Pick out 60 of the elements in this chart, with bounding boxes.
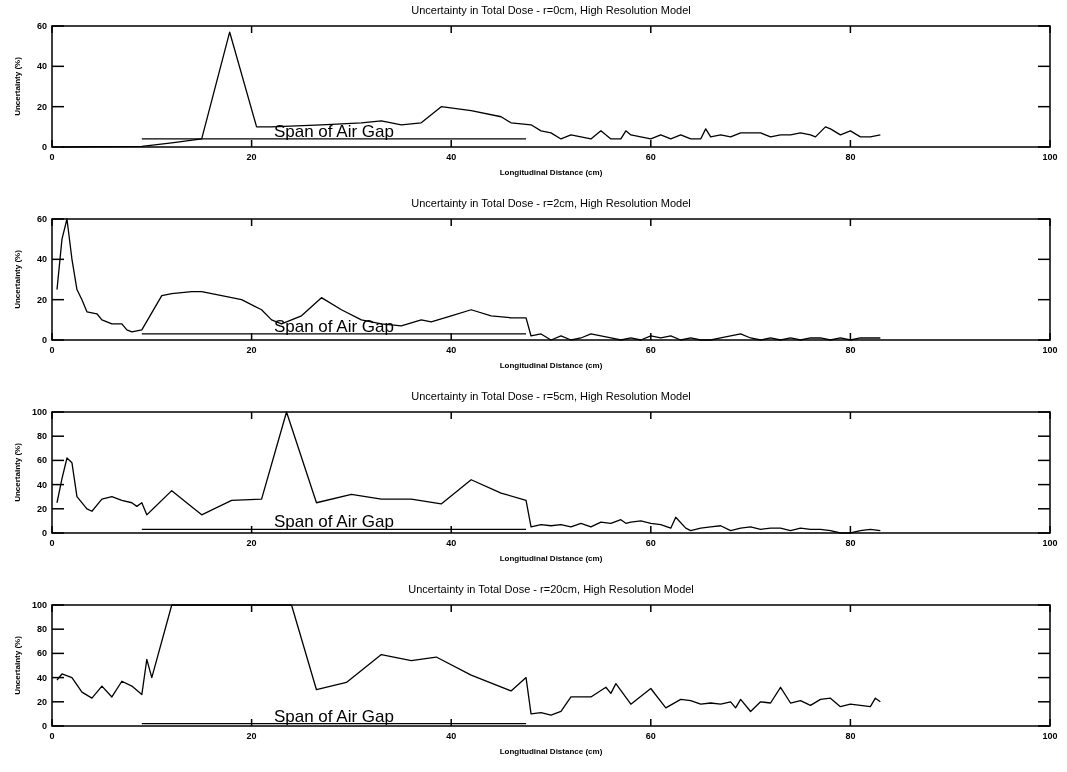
y-tick-label: 60 [36, 214, 47, 224]
x-tick-label: 60 [645, 152, 656, 162]
x-tick-label: 40 [446, 152, 457, 162]
x-tick-label: 0 [49, 538, 55, 548]
x-axis-title: Longitudinal Distance (cm) [499, 554, 603, 563]
x-tick-label: 40 [446, 345, 457, 355]
x-tick-label: 100 [1042, 152, 1058, 162]
x-tick-label: 100 [1042, 538, 1058, 548]
y-tick-label: 0 [41, 528, 47, 538]
y-tick-label: 80 [36, 624, 47, 635]
y-tick-label: 40 [36, 254, 47, 265]
chart-title: Uncertainty in Total Dose - r=20cm, High Resolution Model [408, 583, 694, 595]
x-tick-label: 80 [845, 538, 856, 548]
y-tick-label: 20 [36, 503, 47, 514]
x-tick-label: 100 [1042, 731, 1058, 741]
x-tick-label: 20 [246, 731, 257, 741]
y-tick-label: 40 [36, 672, 47, 683]
y-axis-title: Uncertainty (%) [13, 56, 22, 116]
x-tick-label: 0 [49, 152, 55, 162]
chart-title: Uncertainty in Total Dose - r=5cm, High Resolution Model [411, 390, 691, 402]
y-tick-label: 40 [36, 479, 47, 490]
x-axis-title: Longitudinal Distance (cm) [499, 168, 603, 177]
y-tick-label: 20 [36, 696, 47, 707]
legend-label: Span of Air Gap [273, 316, 394, 336]
x-tick-label: 100 [1042, 345, 1058, 355]
y-tick-label: 60 [36, 648, 47, 659]
y-axis-title: Uncertainty (%) [13, 249, 22, 309]
y-tick-label: 80 [36, 431, 47, 442]
series-label: Span of Air Gap [273, 121, 394, 141]
x-tick-label: 60 [645, 345, 656, 355]
chart-title: Uncertainty in Total Dose - r=2cm, High Resolution Model [411, 197, 691, 209]
y-tick-label: 0 [41, 721, 47, 731]
chart-title: Uncertainty in Total Dose - r=0cm, High Resolution Model [411, 4, 691, 16]
legend-label: Span of Air Gap [273, 512, 394, 532]
x-tick-label: 0 [49, 345, 55, 355]
x-tick-label: 80 [845, 152, 856, 162]
x-axis-title: Longitudinal Distance (cm) [499, 361, 603, 370]
y-tick-label: 100 [31, 407, 47, 417]
y-tick-label: 20 [36, 294, 47, 305]
x-tick-label: 80 [845, 345, 856, 355]
legend-label: Span of Air Gap [273, 706, 394, 726]
y-axis-title: Uncertainty (%) [13, 635, 22, 695]
x-tick-label: 20 [246, 538, 257, 548]
x-tick-label: 20 [246, 152, 257, 162]
y-tick-label: 100 [31, 600, 47, 610]
y-tick-label: 40 [36, 61, 47, 72]
x-tick-label: 60 [645, 731, 656, 741]
x-tick-label: 0 [49, 731, 55, 741]
y-tick-label: 0 [41, 142, 47, 152]
y-axis-title: Uncertainty (%) [13, 442, 22, 502]
x-tick-label: 60 [645, 538, 656, 548]
y-tick-label: 60 [36, 21, 47, 31]
y-tick-label: 0 [41, 335, 47, 345]
y-tick-label: 20 [36, 101, 47, 112]
x-tick-label: 80 [845, 731, 856, 741]
x-tick-label: 20 [246, 345, 257, 355]
x-axis-title: Longitudinal Distance (cm) [499, 747, 603, 756]
x-tick-label: 40 [446, 538, 457, 548]
x-tick-label: 40 [446, 731, 457, 741]
y-tick-label: 60 [36, 455, 47, 466]
